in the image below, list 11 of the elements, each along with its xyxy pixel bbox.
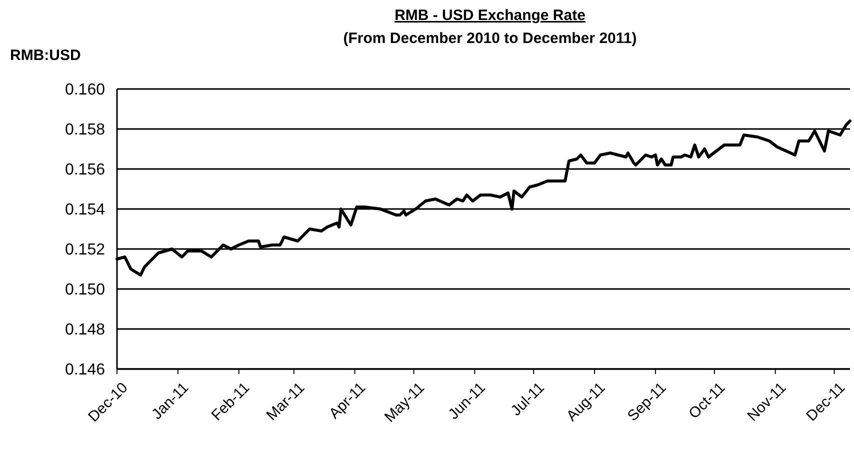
y-tick-label: 0.150 — [64, 282, 106, 299]
y-tick-label: 0.152 — [64, 242, 106, 259]
y-tick-label: 0.146 — [64, 362, 106, 379]
chart-subtitle: (From December 2010 to December 2011) — [343, 30, 637, 47]
y-tick-label: 0.156 — [64, 162, 106, 179]
y-axis-title: RMB:USD — [10, 47, 81, 64]
y-tick-label: 0.160 — [64, 82, 106, 99]
chart-title: RMB - USD Exchange Rate — [394, 7, 586, 24]
y-tick-label: 0.154 — [64, 202, 106, 219]
y-tick-label: 0.158 — [64, 122, 106, 139]
y-tick-label: 0.148 — [64, 322, 106, 339]
